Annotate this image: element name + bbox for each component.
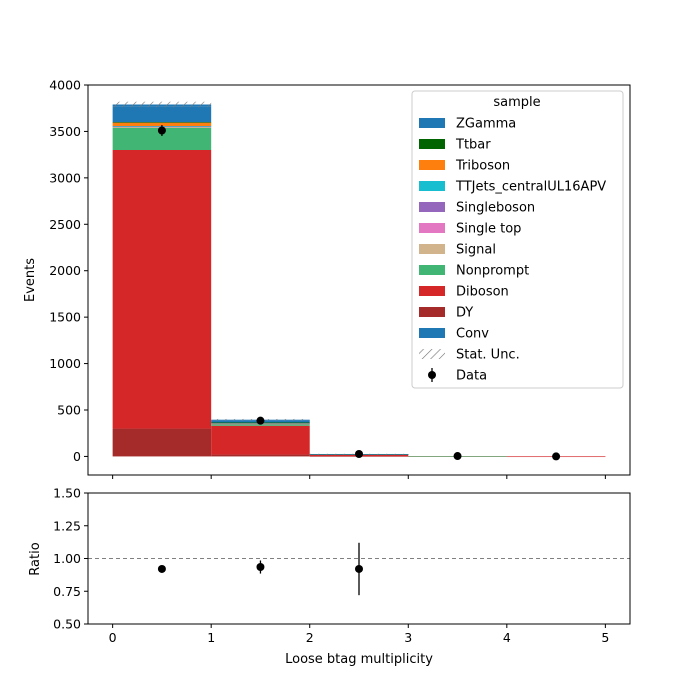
data-point-4 — [552, 452, 561, 461]
legend-label-diboson: Diboson — [456, 285, 509, 300]
legend-marker-data — [428, 371, 436, 379]
bar-diboson-bin-1 — [211, 425, 310, 455]
data-point-3 — [453, 452, 462, 461]
bar-zgamma-bin-0 — [112, 106, 212, 123]
main-y-tick-label: 0 — [73, 449, 81, 464]
legend-swatch-dy — [419, 307, 445, 317]
main-y-tick-label: 4000 — [49, 78, 81, 93]
ratio-y-axis-label-text: Ratio — [28, 542, 43, 575]
legend-swatch-singleboson — [419, 202, 445, 212]
legend-label-triboson: Triboson — [455, 159, 510, 174]
data-points — [157, 125, 561, 461]
main-y-tick-label: 2500 — [49, 217, 81, 232]
legend: sample ZGamma Ttbar Triboson TTJets_central… — [411, 90, 624, 389]
ratio-x-ticks: 0 1 2 3 4 5 — [109, 624, 609, 645]
legend-label-ttbar: Ttbar — [455, 138, 491, 153]
legend-label-ttjets-centralul16apv: TTJets_centralUL16APV — [455, 180, 606, 195]
legend-entries: ZGamma Ttbar Triboson TTJets_centralUL16APV… — [419, 117, 606, 384]
bar-nonprompt-bin-0 — [112, 127, 212, 150]
legend-swatch-zgamma — [419, 118, 445, 128]
main-y-tick-label: 3000 — [49, 170, 81, 185]
main-y-tick-label: 2000 — [49, 263, 81, 278]
legend-swatch-stat-unc — [419, 349, 445, 359]
legend-swatch-diboson — [419, 286, 445, 296]
bar-diboson-bin-0 — [112, 150, 212, 429]
legend-label-conv: Conv — [456, 327, 489, 342]
legend-box — [411, 90, 624, 389]
bar-nonprompt-bin-1 — [211, 423, 310, 426]
ratio-y-tick-label: 1.25 — [53, 518, 81, 533]
ratio-point-1 — [256, 563, 265, 572]
stat-unc-bin-0 — [112, 101, 212, 108]
ratio-point-2 — [355, 564, 363, 573]
legend-label-signal: Signal — [456, 243, 496, 258]
legend-swatch-nonprompt — [419, 265, 445, 275]
ratio-point-0 — [157, 564, 166, 573]
ratio-y-tick-label: 1.00 — [53, 551, 81, 566]
main-y-ticks: 0 500 1000 1500 2000 2500 3000 3500 4000 — [49, 78, 88, 464]
main-plot-frame — [87, 84, 631, 476]
ratio-points — [157, 542, 363, 596]
legend-label-singleboson: Singleboson — [456, 201, 535, 216]
legend-label-stat-unc: Stat. Unc. — [456, 348, 520, 363]
legend-label-nonprompt: Nonprompt — [456, 264, 529, 279]
x-axis-label: Loose btag multiplicity — [285, 652, 433, 667]
legend-label-data: Data — [456, 369, 487, 384]
bar-ttbar-bin-0 — [112, 122, 212, 123]
ratio-y-tick-label: 0.75 — [53, 584, 81, 599]
legend-swatch-signal — [419, 244, 445, 254]
data-point-2 — [355, 450, 363, 459]
main-y-axis-label: Events — [23, 258, 38, 302]
ratio-y-tick-label: 0.50 — [53, 617, 81, 632]
legend-swatch-triboson — [419, 160, 445, 170]
x-tick-label: 5 — [601, 630, 609, 645]
main-y-tick-label: 500 — [57, 403, 81, 418]
bar-dy-bin-1 — [211, 454, 310, 457]
bar-dy-bin-0 — [112, 428, 212, 457]
x-tick-label: 4 — [503, 630, 511, 645]
legend-label-zgamma: ZGamma — [456, 117, 516, 132]
data-point-1 — [256, 416, 265, 425]
x-tick-label: 1 — [207, 630, 215, 645]
x-tick-label: 0 — [109, 630, 117, 645]
x-tick-label: 3 — [404, 630, 412, 645]
bar-triboson-bin-0 — [112, 122, 212, 127]
x-tick-label: 2 — [306, 630, 314, 645]
main-x-ticks — [112, 475, 606, 479]
legend-swatch-ttbar — [419, 139, 445, 149]
data-point-0 — [157, 126, 166, 135]
main-y-tick-label: 3500 — [49, 124, 81, 139]
ratio-y-ticks: 0.50 0.75 1.00 1.25 1.50 — [53, 486, 88, 632]
main-y-tick-label: 1500 — [49, 310, 81, 325]
legend-label-dy: DY — [456, 306, 473, 321]
legend-label-single-top: Single top — [456, 222, 521, 237]
legend-swatch-conv — [419, 328, 445, 338]
legend-swatch-single-top — [419, 223, 445, 233]
ratio-y-tick-label: 1.50 — [53, 486, 81, 501]
legend-swatch-ttjets-centralul16apv — [419, 181, 445, 191]
legend-title: sample — [493, 95, 540, 110]
main-y-tick-label: 1000 — [49, 356, 81, 371]
